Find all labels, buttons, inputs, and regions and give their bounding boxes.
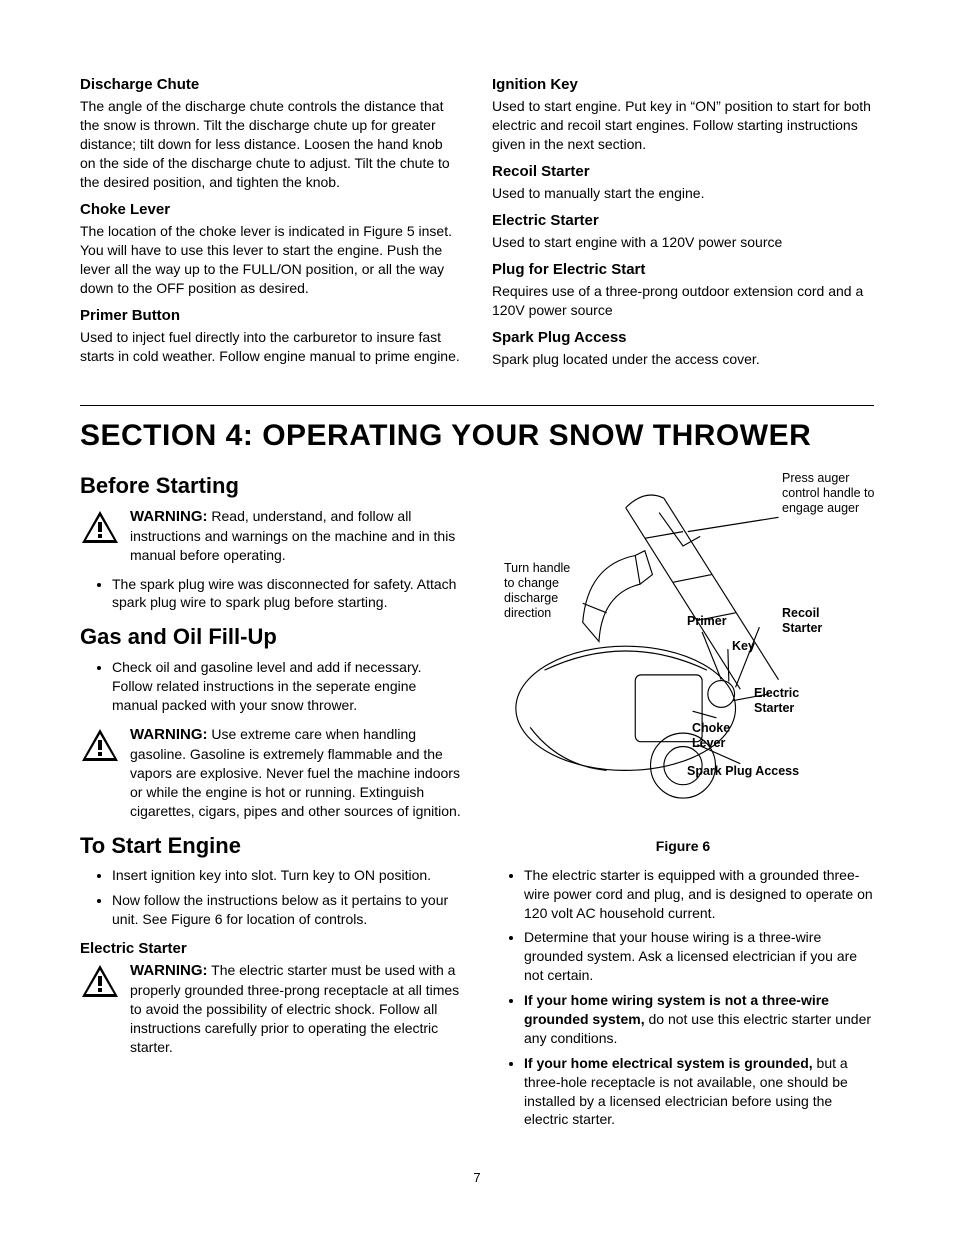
before-bullets: The spark plug wire was disconnected for… [80, 575, 462, 613]
right-bullets: The electric starter is equipped with a … [492, 866, 874, 1130]
fig-label-auger: Press auger control handle to engage aug… [782, 471, 882, 516]
heading-primer-button: Primer Button [80, 306, 462, 326]
warning-gasoline: WARNING: Use extreme care when handling … [80, 725, 462, 821]
fig-label-turn: Turn handle to change discharge directio… [504, 561, 584, 621]
warning-before-starting: WARNING: Read, understand, and follow al… [80, 507, 462, 565]
warning-text: WARNING: The electric starter must be us… [130, 961, 462, 1057]
gasoil-bullets: Check oil and gasoline level and add if … [80, 658, 462, 715]
list-item: The spark plug wire was disconnected for… [112, 575, 462, 613]
body-ignition-key: Used to start engine. Put key in “ON” po… [492, 97, 874, 154]
warning-text: WARNING: Read, understand, and follow al… [130, 507, 462, 565]
warning-icon [80, 963, 120, 999]
warning-text: WARNING: Use extreme care when handling … [130, 725, 462, 821]
heading-before-starting: Before Starting [80, 471, 462, 501]
body-primer-button: Used to inject fuel directly into the ca… [80, 328, 462, 366]
warning-icon [80, 727, 120, 763]
start-bullets: Insert ignition key into slot. Turn key … [80, 866, 462, 929]
figure-caption: Figure 6 [492, 837, 874, 856]
heading-start-engine: To Start Engine [80, 831, 462, 861]
fig-label-spark: Spark Plug Access [687, 764, 799, 779]
fig-label-electric: Electric Starter [754, 686, 814, 716]
page-number: 7 [80, 1169, 874, 1187]
heading-gas-oil: Gas and Oil Fill-Up [80, 622, 462, 652]
heading-plug-electric-start: Plug for Electric Start [492, 260, 874, 280]
list-item: Insert ignition key into slot. Turn key … [112, 866, 462, 885]
list-item: If your home wiring system is not a thre… [524, 991, 874, 1048]
subheading-electric-starter: Electric Starter [80, 939, 462, 959]
heading-recoil-starter: Recoil Starter [492, 162, 874, 182]
top-right-col: Ignition Key Used to start engine. Put k… [492, 75, 874, 377]
fig-label-primer: Primer [687, 614, 727, 629]
heading-electric-starter: Electric Starter [492, 211, 874, 231]
heading-discharge-chute: Discharge Chute [80, 75, 462, 95]
fig-label-recoil: Recoil Starter [782, 606, 842, 636]
list-item: Determine that your house wiring is a th… [524, 928, 874, 985]
figure-6: Press auger control handle to engage aug… [492, 471, 874, 831]
list-item: Now follow the instructions below as it … [112, 891, 462, 929]
heading-choke-lever: Choke Lever [80, 200, 462, 220]
warning-electric-starter: WARNING: The electric starter must be us… [80, 961, 462, 1057]
top-columns: Discharge Chute The angle of the dischar… [80, 75, 874, 377]
section-columns: Before Starting WARNING: Read, understan… [80, 471, 874, 1139]
body-recoil-starter: Used to manually start the engine. [492, 184, 874, 203]
section-right-col: Press auger control handle to engage aug… [492, 471, 874, 1139]
warning-label: WARNING: [130, 726, 208, 743]
section-divider [80, 405, 874, 406]
heading-spark-plug-access: Spark Plug Access [492, 328, 874, 348]
list-item: The electric starter is equipped with a … [524, 866, 874, 923]
warning-label: WARNING: [130, 962, 208, 979]
body-electric-starter: Used to start engine with a 120V power s… [492, 233, 874, 252]
snow-thrower-diagram [492, 471, 874, 831]
warning-label: WARNING: [130, 508, 208, 525]
section-title: SECTION 4: OPERATING YOUR SNOW THROWER [80, 416, 874, 457]
fig-label-key: Key [732, 639, 755, 654]
warning-icon [80, 509, 120, 545]
body-choke-lever: The location of the choke lever is indic… [80, 222, 462, 298]
fig-label-choke: Choke Lever [692, 721, 742, 751]
top-left-col: Discharge Chute The angle of the dischar… [80, 75, 462, 377]
heading-ignition-key: Ignition Key [492, 75, 874, 95]
list-item: If your home electrical system is ground… [524, 1054, 874, 1130]
body-spark-plug-access: Spark plug located under the access cove… [492, 350, 874, 369]
section-left-col: Before Starting WARNING: Read, understan… [80, 471, 462, 1139]
body-discharge-chute: The angle of the discharge chute control… [80, 97, 462, 191]
body-plug-electric-start: Requires use of a three-prong outdoor ex… [492, 282, 874, 320]
list-item: Check oil and gasoline level and add if … [112, 658, 462, 715]
